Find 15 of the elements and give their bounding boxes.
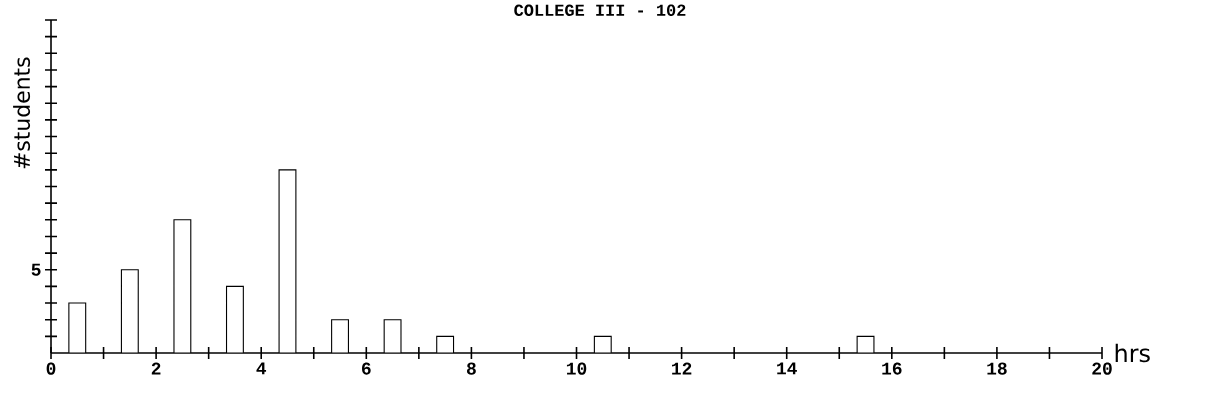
x-tick-label: 2 xyxy=(151,362,161,375)
x-tick-label: 4 xyxy=(256,362,267,375)
x-tick-label: 14 xyxy=(777,362,797,375)
x-tick-label: 10 xyxy=(566,362,587,375)
x-axis-title: hrs xyxy=(1115,343,1150,363)
y-axis-title: #students xyxy=(13,57,31,169)
chart-title: COLLEGE III - 102 xyxy=(514,4,686,17)
x-tick-label: 16 xyxy=(882,362,902,375)
x-tick-label: 20 xyxy=(1092,362,1112,375)
x-tick-label: 0 xyxy=(46,362,56,375)
x-tick-label: 6 xyxy=(362,362,371,375)
x-tick-label: 18 xyxy=(987,362,1007,375)
x-tick-label: 12 xyxy=(672,362,692,375)
y-tick-label: 5 xyxy=(31,263,41,276)
x-tick-label: 8 xyxy=(466,362,476,375)
